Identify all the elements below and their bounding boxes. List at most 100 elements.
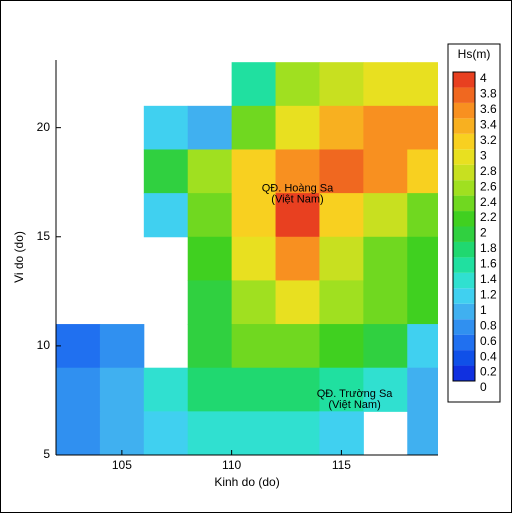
wave-cell <box>319 62 364 107</box>
field <box>56 62 438 455</box>
wave-cell <box>99 411 145 455</box>
wave-cell <box>407 149 438 194</box>
colorbar-swatch <box>453 288 475 304</box>
colorbar-swatch <box>453 72 475 88</box>
wave-cell <box>275 280 320 325</box>
wave-cell <box>275 411 320 455</box>
wave-cell <box>187 149 233 194</box>
colorbar-swatch <box>453 365 475 381</box>
wave-cell <box>319 105 364 150</box>
wave-cell <box>231 149 277 194</box>
colorbar-label: 2.6 <box>480 179 497 193</box>
annotation: (Việt Nam) <box>328 399 380 411</box>
colorbar-swatch <box>453 211 475 227</box>
colorbar-swatch <box>453 102 475 119</box>
wave-cell <box>407 105 438 150</box>
colorbar-title: Hs(m) <box>458 47 491 61</box>
wave-cell <box>143 367 189 412</box>
wave-cell <box>143 105 189 150</box>
colorbar-swatch <box>453 164 475 181</box>
colorbar-swatch <box>453 195 475 212</box>
wave-cell <box>275 62 320 107</box>
wave-cell <box>143 411 189 455</box>
colorbar-swatch <box>453 180 475 196</box>
wave-cell <box>187 193 233 238</box>
annotation: QĐ. Trường Sa <box>317 388 394 400</box>
wave-cell <box>319 193 364 238</box>
wave-cell <box>143 149 189 194</box>
wave-cell <box>363 367 408 412</box>
x-tick-label: 110 <box>222 458 241 472</box>
wave-cell <box>143 193 189 238</box>
wave-cell <box>187 324 233 369</box>
colorbar-label: 2 <box>480 226 487 240</box>
wave-cell <box>231 105 277 150</box>
colorbar-label: 3.6 <box>480 102 497 116</box>
x-axis-label: Kinh do (do) <box>214 475 279 489</box>
colorbar-label: 3.8 <box>480 87 497 101</box>
wave-cell <box>275 193 320 238</box>
colorbar-label: 2.8 <box>480 164 497 178</box>
wave-cell <box>187 105 233 150</box>
colorbar-swatch <box>453 87 475 103</box>
colorbar-label: 3.4 <box>480 118 497 132</box>
wave-cell <box>99 367 145 412</box>
colorbar-label: 3.2 <box>480 133 497 147</box>
colorbar-label: 2.4 <box>480 195 497 209</box>
colorbar-swatch <box>453 272 475 289</box>
wave-cell <box>363 105 408 150</box>
colorbar-label: 0 <box>480 380 487 394</box>
wave-cell <box>319 411 364 455</box>
wave-cell <box>407 62 438 107</box>
wave-cell <box>407 280 438 325</box>
colorbar-swatch <box>453 334 475 351</box>
wave-cell <box>363 193 408 238</box>
wave-cell <box>231 367 277 412</box>
wave-cell <box>99 324 145 369</box>
wave-cell <box>231 280 277 325</box>
colorbar-swatch <box>453 319 475 335</box>
wave-cell <box>275 105 320 150</box>
wave-cell <box>275 324 320 369</box>
wave-cell <box>231 62 277 107</box>
wave-cell <box>319 149 364 194</box>
y-tick-label: 10 <box>37 338 51 352</box>
colorbar-outline <box>452 71 476 382</box>
wave-cell <box>231 193 277 238</box>
y-tick-label: 20 <box>37 120 51 134</box>
colorbar-label: 2.2 <box>480 210 497 224</box>
colorbar-label: 0.2 <box>480 365 497 379</box>
wave-cell <box>363 236 408 281</box>
y-tick-label: 5 <box>43 447 50 461</box>
colorbar-swatch <box>453 118 475 134</box>
wave-cell <box>407 236 438 281</box>
colorbar-label: 1.8 <box>480 241 497 255</box>
colorbar-swatch <box>453 350 475 366</box>
wave-cell <box>231 411 277 455</box>
wave-cell <box>56 324 101 369</box>
colorbar-label: 1.4 <box>480 272 497 286</box>
wave-cell <box>56 411 101 455</box>
y-tick-label: 15 <box>37 229 51 243</box>
wave-cell <box>363 149 408 194</box>
colorbar-label: 0.8 <box>480 318 497 332</box>
wave-cell <box>187 411 233 455</box>
colorbar-label: 3 <box>480 148 487 162</box>
colorbar-label: 1 <box>480 303 487 317</box>
wave-cell <box>187 367 233 412</box>
wave-cell <box>231 324 277 369</box>
colorbar-swatch <box>453 226 475 242</box>
colorbar-label: 4 <box>480 71 487 85</box>
wave-cell <box>56 367 101 412</box>
colorbar-swatch <box>453 241 475 258</box>
wave-cell <box>319 280 364 325</box>
wave-cell <box>319 324 364 369</box>
wave-cell <box>363 62 408 107</box>
annotation: QĐ. Hoàng Sa <box>262 183 334 195</box>
wave-cell <box>187 236 233 281</box>
y-axis-label: Vi do (do) <box>12 231 26 283</box>
colorbar-swatch <box>453 133 475 150</box>
wave-cell <box>231 236 277 281</box>
colorbar-label: 1.6 <box>480 257 497 271</box>
